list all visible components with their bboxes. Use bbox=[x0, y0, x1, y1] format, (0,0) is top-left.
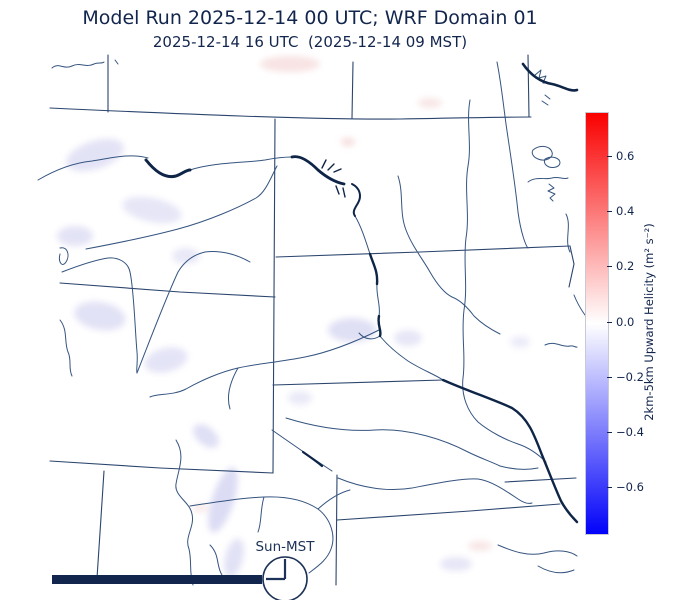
rivers bbox=[37, 59, 597, 586]
border-ne-east bbox=[504, 477, 577, 483]
border-ut-co bbox=[96, 470, 105, 579]
colorbar-axis-label: 2km-5km Upward Helicity (m² s⁻²) bbox=[642, 223, 656, 421]
colorbar-tick-label: −0.6 bbox=[616, 480, 644, 494]
border-104w bbox=[272, 118, 276, 474]
border-nd-sd bbox=[275, 245, 571, 258]
colorbar-tick bbox=[607, 156, 612, 157]
colorbar-tick bbox=[607, 377, 612, 378]
colorbar-tick-label: 0.6 bbox=[616, 149, 635, 163]
sun-clock-label: Sun-MST bbox=[255, 539, 315, 555]
border-ne-south bbox=[336, 503, 561, 521]
border-canada bbox=[49, 107, 532, 120]
border-sd-mn bbox=[568, 245, 575, 288]
figure-title: Model Run 2025-12-14 00 UTC; WRF Domain … bbox=[82, 7, 538, 29]
major-waterways bbox=[144, 62, 579, 524]
state-borders bbox=[49, 54, 577, 586]
border-mb-on bbox=[527, 54, 530, 118]
daylight-bar bbox=[52, 575, 262, 584]
figure-subtitle: 2025-12-14 16 UTC (2025-12-14 09 MST) bbox=[152, 33, 468, 51]
colorbar-tick-label: 0.0 bbox=[616, 315, 635, 329]
clock-icon bbox=[262, 556, 308, 600]
border-ne-west bbox=[335, 474, 338, 586]
border-sd-ne bbox=[272, 379, 444, 386]
border-sk-mb bbox=[351, 61, 354, 119]
border-mt-wy bbox=[59, 282, 276, 298]
colorbar-tick bbox=[607, 266, 612, 267]
colorbar-tick bbox=[607, 487, 612, 488]
border-41n bbox=[49, 460, 274, 474]
colorbar-tick-label: 0.4 bbox=[616, 204, 635, 218]
colorbar-tick bbox=[607, 432, 612, 433]
colorbar-tick-label: 0.2 bbox=[616, 259, 635, 273]
colorbar-tick bbox=[607, 211, 612, 212]
colorbar-tick-label: −0.4 bbox=[616, 425, 644, 439]
colorbar-gradient bbox=[585, 112, 609, 535]
helicity-shading bbox=[57, 56, 530, 578]
colorbar-tick-label: −0.2 bbox=[616, 370, 644, 384]
colorbar-tick bbox=[607, 322, 612, 323]
